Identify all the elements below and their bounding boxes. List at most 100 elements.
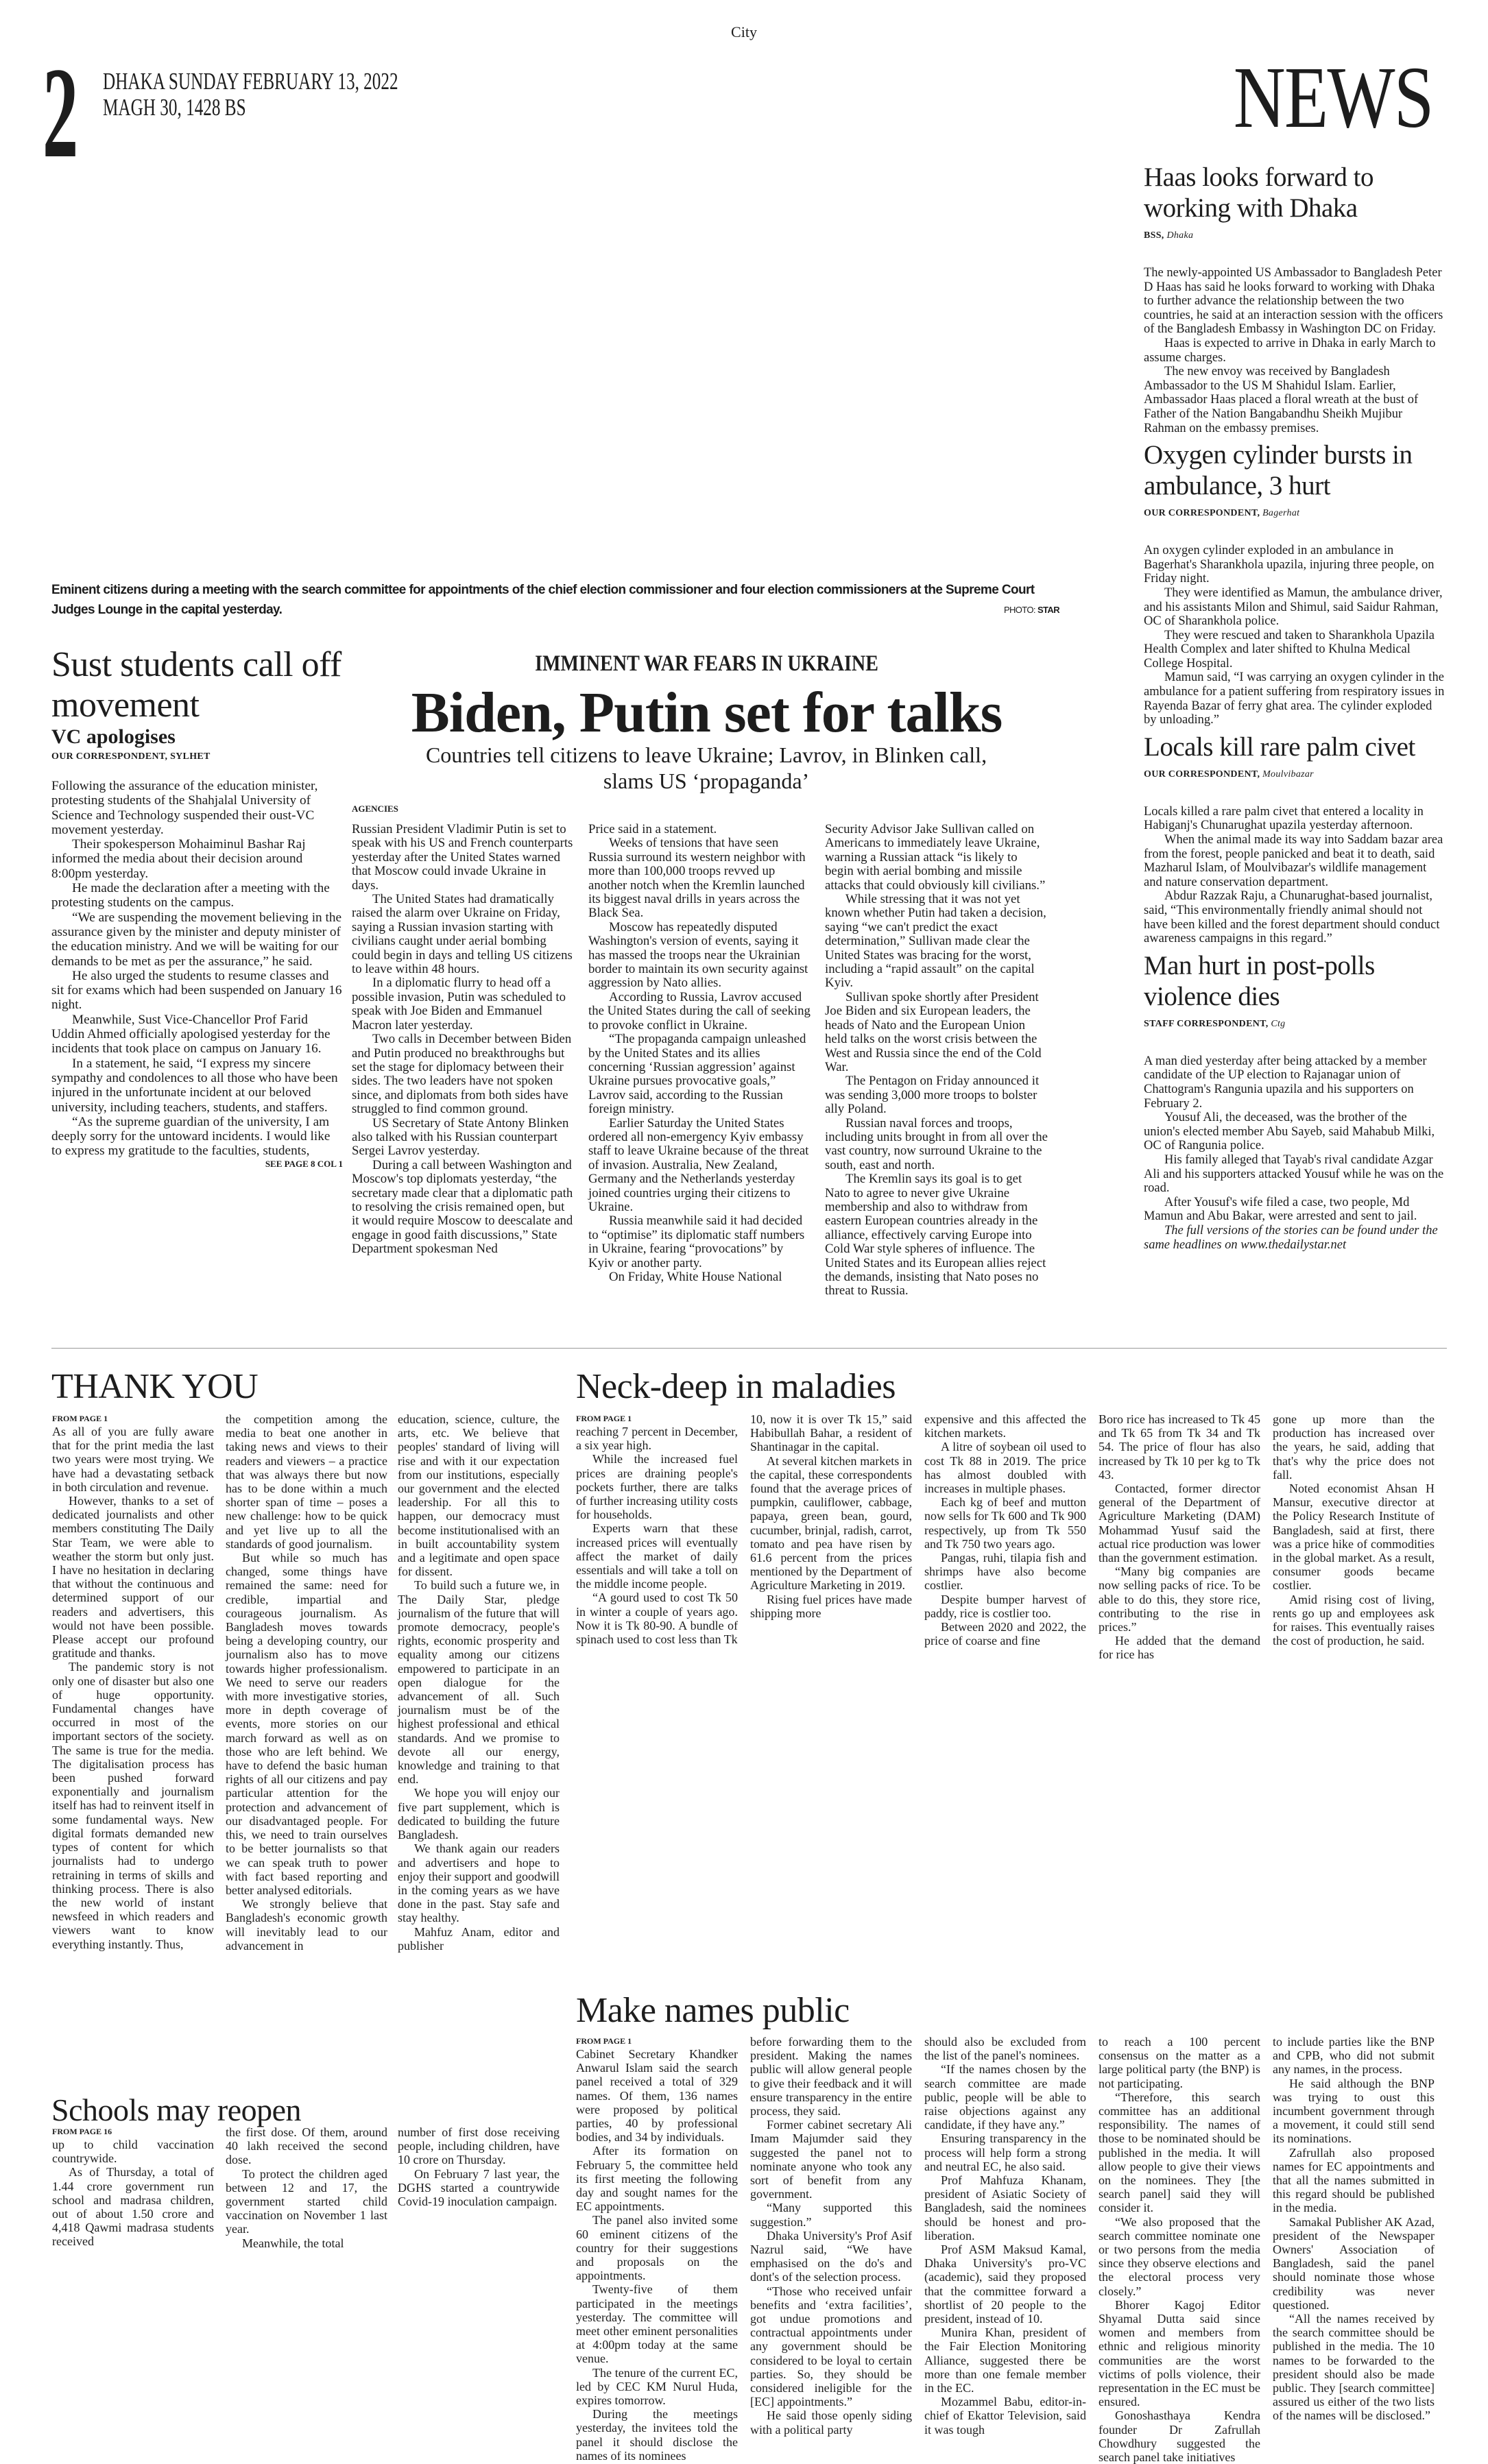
maladies-column: Boro rice has increased to Tk 45 and Tk …	[1099, 1412, 1260, 1662]
schools-headline[interactable]: Schools may reopen	[51, 2092, 302, 2127]
paragraph: Earlier Saturday the United States order…	[588, 1115, 809, 1214]
photo-credit: PHOTO: STAR	[1003, 600, 1060, 620]
headline[interactable]: Haas looks forward to working with Dhaka	[1144, 162, 1374, 223]
story-body: Locals killed a rare palm civet that ent…	[1144, 805, 1445, 946]
paragraph: Twenty-five of them participated in the …	[576, 2282, 738, 2366]
from-page-label: FROM PAGE 1	[576, 2036, 632, 2046]
paragraph: education, science, culture, the arts, e…	[398, 1412, 560, 1579]
paragraph: The Pentagon on Friday announced it was …	[825, 1074, 1040, 1117]
dateline: DHAKA SUNDAY FEBRUARY 13, 2022 MAGH 30, …	[103, 69, 398, 121]
paragraph: “Many supported this suggestion.”	[750, 2201, 912, 2229]
paragraph: A litre of soybean oil used to cost Tk 8…	[924, 1440, 1086, 1496]
news-brief: Man hurt in post-polls violence dies STA…	[1144, 950, 1445, 1252]
paragraph: should also be excluded from the list of…	[924, 2035, 1086, 2063]
lead-headline[interactable]: Biden, Putin set for talks	[411, 681, 1003, 745]
paragraph: “Those who received unfair benefits and …	[750, 2284, 912, 2409]
paragraph: Former cabinet secretary Ali Imam Majumd…	[750, 2118, 912, 2201]
schools-column: up to child vaccination countrywide. As o…	[52, 2138, 214, 2249]
headline[interactable]: Sust students call off movement	[51, 645, 341, 725]
headline[interactable]: Man hurt in post-polls violence dies	[1144, 950, 1375, 1011]
paragraph: “We are suspending the movement believin…	[51, 910, 342, 969]
paragraph: Prof Mahfuza Khanam, president of Asiati…	[924, 2173, 1086, 2243]
thank-you-column: As all of you are fully aware that for t…	[52, 1425, 214, 1951]
paragraph: Their spokesperson Mohaiminul Bashar Raj…	[51, 837, 306, 881]
paragraph: On Friday, White House National	[609, 1270, 782, 1284]
paragraph: Noted economist Ahsan H Mansur, executiv…	[1273, 1482, 1435, 1593]
lead-column: Russian President Vladimir Putin is set …	[352, 822, 575, 1257]
paragraph: After Yousuf's wife filed a case, two pe…	[1144, 1195, 1417, 1224]
paragraph: While stressing that it was not yet know…	[825, 892, 1046, 991]
news-brief: Haas looks forward to working with Dhaka…	[1144, 162, 1445, 435]
section-label: City	[731, 23, 757, 40]
paragraph: We hope you will enjoy our five part sup…	[398, 1786, 560, 1842]
paragraph: They were identified as Mamun, the ambul…	[1144, 585, 1443, 629]
credit-name: STAR	[1037, 605, 1060, 615]
right-column: Haas looks forward to working with Dhaka…	[1144, 162, 1445, 1256]
paragraph: “All the names received by the search co…	[1273, 2312, 1435, 2423]
paragraph: Haas is expected to arrive in Dhaka in e…	[1144, 336, 1436, 365]
paragraph: to reach a 100 percent consensus on the …	[1099, 2035, 1260, 2090]
paragraph: During the meetings yesterday, the invit…	[576, 2407, 738, 2463]
maladies-headline[interactable]: Neck-deep in maladies	[576, 1367, 896, 1406]
byline: BSS, Dhaka	[1144, 230, 1445, 241]
news-brief: Oxygen cylinder bursts in ambulance, 3 h…	[1144, 439, 1445, 727]
paragraph: Munira Khan, president of the Fair Elect…	[924, 2326, 1086, 2395]
lead-column: Security Advisor Jake Sullivan called on…	[825, 822, 1048, 1299]
paragraph: His family alleged that Tayab's rival ca…	[1144, 1152, 1444, 1196]
byline-source: STAFF CORRESPONDENT,	[1144, 1018, 1269, 1029]
from-page-label: FROM PAGE 1	[52, 1414, 108, 1423]
thank-you-headline[interactable]: THANK YOU	[51, 1367, 259, 1406]
paragraph: On February 7 last year, the DGHS starte…	[398, 2166, 560, 2209]
date-bangla: MAGH 30, 1428 BS	[103, 94, 246, 121]
paragraph: “We also proposed that the search commit…	[1099, 2214, 1260, 2298]
headline[interactable]: Locals kill rare palm civet	[1144, 732, 1415, 762]
jump-link[interactable]: SEE PAGE 8 COL 1	[265, 1158, 343, 1169]
names-column: should also be excluded from the list of…	[924, 2035, 1086, 2437]
paragraph: The new envoy was received by Bangladesh…	[1144, 365, 1419, 435]
paragraph: the first dose. Of them, around 40 lakh …	[226, 2125, 387, 2167]
paragraph: However, thanks to a set of dedicated jo…	[52, 1494, 214, 1660]
paragraph: Abdur Razzak Raju, a Chunarughat-based j…	[1144, 889, 1440, 946]
names-headline[interactable]: Make names public	[576, 1991, 850, 2030]
byline-source: OUR CORRESPONDENT,	[1144, 769, 1260, 780]
paragraph: Russia meanwhile said it had decided to …	[588, 1213, 805, 1270]
paragraph: Security Advisor Jake Sullivan called on…	[825, 822, 1046, 893]
caption-text: Eminent citizens during a meeting with t…	[51, 583, 1035, 617]
thank-you-column: the competition among the media to beat …	[226, 1412, 387, 1953]
paragraph: Pangas, ruhi, tilapia fish and shrimps h…	[924, 1551, 1086, 1593]
credit-label: PHOTO:	[1003, 605, 1036, 615]
paragraph: Zafrullah also proposed names for EC app…	[1273, 2145, 1435, 2215]
paragraph: As of Thursday, a total of 1.44 crore go…	[52, 2165, 214, 2249]
headline[interactable]: Oxygen cylinder bursts in ambulance, 3 h…	[1144, 440, 1413, 501]
paragraph: 10, now it is over Tk 15,” said Habibull…	[750, 1412, 912, 1454]
story-body: An oxygen cylinder exploded in an ambula…	[1144, 544, 1445, 727]
paragraph: Meanwhile, the total	[242, 2236, 344, 2250]
paragraph: To protect the children aged between 12 …	[226, 2166, 387, 2236]
paragraph: “As the supreme guardian of the universi…	[51, 1114, 331, 1159]
paragraph: “Therefore, this search committee has an…	[1099, 2090, 1260, 2215]
paragraph: the competition among the media to beat …	[226, 1412, 387, 1551]
paragraph: Rising fuel prices have made shipping mo…	[750, 1592, 912, 1620]
paragraph: Cabinet Secretary Khandker Anwarul Islam…	[576, 2047, 738, 2145]
names-column: to reach a 100 percent consensus on the …	[1099, 2035, 1260, 2464]
byline-location: Dhaka	[1166, 230, 1194, 241]
paragraph: Mozammel Babu, editor-in-chief of Ekatto…	[924, 2395, 1086, 2437]
byline: OUR CORRESPONDENT, SYLHET	[51, 751, 211, 762]
names-column: before forwarding them to the president.…	[750, 2035, 912, 2437]
paragraph: A man died yesterday after being attacke…	[1144, 1054, 1427, 1111]
maladies-column: expensive and this affected the kitchen …	[924, 1412, 1086, 1647]
names-column: Cabinet Secretary Khandker Anwarul Islam…	[576, 2047, 738, 2463]
page-number: 2	[43, 41, 79, 185]
schools-column: the first dose. Of them, around 40 lakh …	[226, 2125, 387, 2250]
editor-note: The full versions of the stories can be …	[1144, 1223, 1438, 1252]
paragraph: Russian President Vladimir Putin is set …	[352, 822, 573, 893]
paragraph: Bhorer Kagoj Editor Shyamal Dutta said s…	[1099, 2297, 1260, 2409]
paragraph: In a diplomatic flurry to head off a pos…	[352, 976, 566, 1032]
paragraph: Sullivan spoke shortly after President J…	[825, 989, 1042, 1074]
paragraph: He also urged the students to resume cla…	[51, 968, 342, 1013]
paragraph: “Many big companies are now selling pack…	[1099, 1565, 1260, 1634]
paragraph: reaching 7 percent in December, a six ye…	[576, 1425, 738, 1453]
paragraph: He made the declaration after a meeting …	[51, 881, 330, 910]
paragraph: As all of you are fully aware that for t…	[52, 1425, 214, 1494]
maladies-column: gone up more than the production has inc…	[1273, 1412, 1435, 1647]
